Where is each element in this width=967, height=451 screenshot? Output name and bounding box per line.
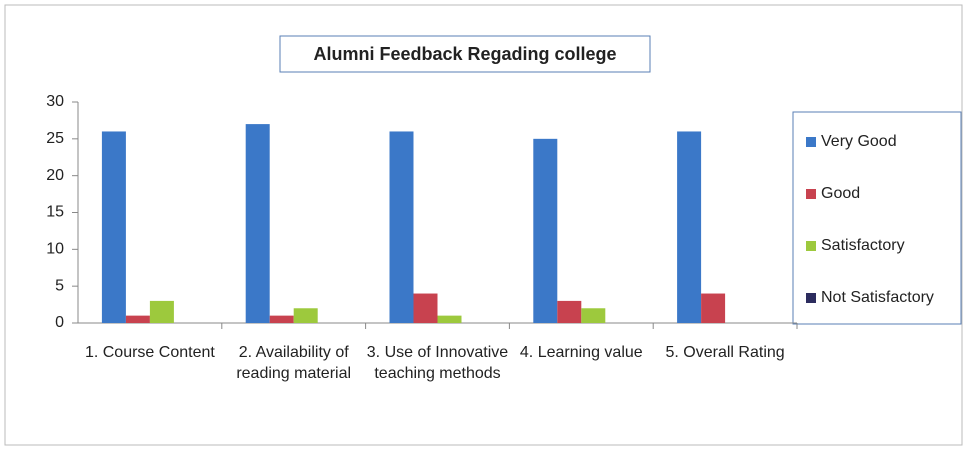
y-tick-label: 25 [46, 130, 64, 147]
bar [557, 300, 582, 323]
legend-label: Not Satisfactory [821, 289, 934, 306]
y-tick-label: 15 [46, 204, 64, 221]
y-tick-label: 5 [55, 277, 64, 294]
bar [437, 315, 462, 323]
x-tick-label: 2. Availability of reading material [236, 344, 352, 382]
x-tick-label: 1. Course Content [84, 344, 215, 361]
bar [389, 131, 414, 323]
x-tick-label: 5. Overall Rating [665, 344, 785, 361]
bar [581, 308, 606, 323]
x-tick-label: 4. Learning value [519, 344, 643, 361]
legend-swatch [806, 241, 816, 251]
bar [293, 308, 318, 323]
bar [533, 138, 558, 323]
bar [413, 293, 438, 323]
y-tick-label: 20 [46, 167, 64, 184]
bar [245, 124, 270, 323]
legend-label: Satisfactory [821, 237, 905, 254]
legend-box [792, 111, 962, 325]
bar [125, 315, 150, 323]
y-tick-label: 10 [46, 241, 64, 258]
y-tick-label: 0 [55, 314, 64, 331]
legend-swatch [806, 293, 816, 303]
y-tick-label: 30 [46, 93, 64, 110]
bar [677, 131, 702, 323]
bar [149, 300, 174, 323]
chart-title: Alumni Feedback Regading college [313, 44, 616, 64]
legend-swatch [806, 137, 816, 147]
x-tick-label: 3. Use of Innovative teaching methods [366, 344, 509, 382]
legend-label: Good [821, 185, 860, 202]
bar [269, 315, 294, 323]
chart-border [4, 4, 963, 446]
legend-swatch [806, 189, 816, 199]
legend-label: Very Good [821, 133, 897, 150]
bar [101, 131, 126, 323]
bar [701, 293, 726, 323]
title-box [279, 35, 651, 73]
